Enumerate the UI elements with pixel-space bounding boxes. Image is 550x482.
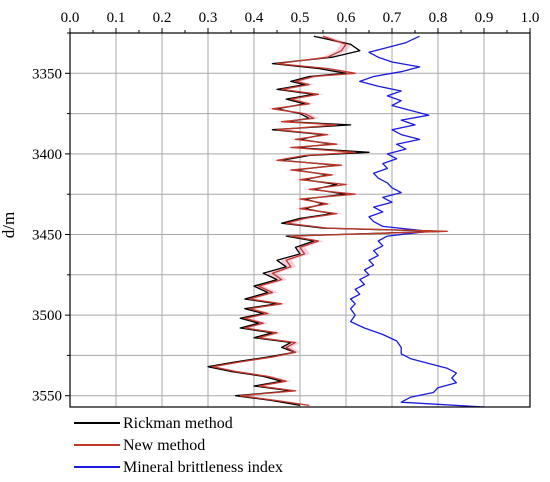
x-tick-label: 0.5 — [291, 10, 310, 26]
x-tick-label: 0.3 — [199, 10, 218, 26]
x-tick-label: 0.8 — [429, 10, 448, 26]
legend-label-rickman: Rickman method — [123, 415, 233, 432]
x-tick-label: 0.4 — [245, 10, 264, 26]
legend-label-new: New method — [123, 437, 205, 454]
x-axis: 0.0 0.1 0.2 0.3 0.4 0.5 0.6 0.7 0.8 0.9 1.0 — [61, 10, 540, 33]
y-axis-title: d/m — [0, 212, 18, 238]
x-tick-label: 0.7 — [383, 10, 402, 26]
series-line-new — [211, 35, 448, 407]
y-tick-label: 3550 — [32, 389, 62, 405]
y-axis: 3350 3400 3450 3500 3550 — [32, 32, 70, 405]
x-tick-label: 0.0 — [61, 10, 80, 26]
legend-label-mineral: Mineral brittleness index — [123, 459, 283, 476]
series-line-rickman — [207, 35, 444, 407]
x-tick-label: 0.9 — [475, 10, 494, 26]
y-tick-label: 3350 — [32, 66, 62, 82]
legend: Rickman method New method Mineral brittlen… — [74, 415, 283, 476]
x-tick-label: 1.0 — [521, 10, 540, 26]
series-layer — [207, 35, 485, 408]
y-tick-label: 3450 — [32, 228, 62, 244]
x-tick-label: 0.6 — [337, 10, 356, 26]
new-method-band — [207, 36, 453, 406]
y-tick-label: 3400 — [32, 147, 62, 163]
series-line-mineral — [349, 35, 485, 408]
x-tick-label: 0.1 — [107, 10, 126, 26]
y-tick-label: 3500 — [32, 308, 62, 324]
new-method-error-band — [207, 36, 453, 406]
x-tick-label: 0.2 — [153, 10, 172, 26]
